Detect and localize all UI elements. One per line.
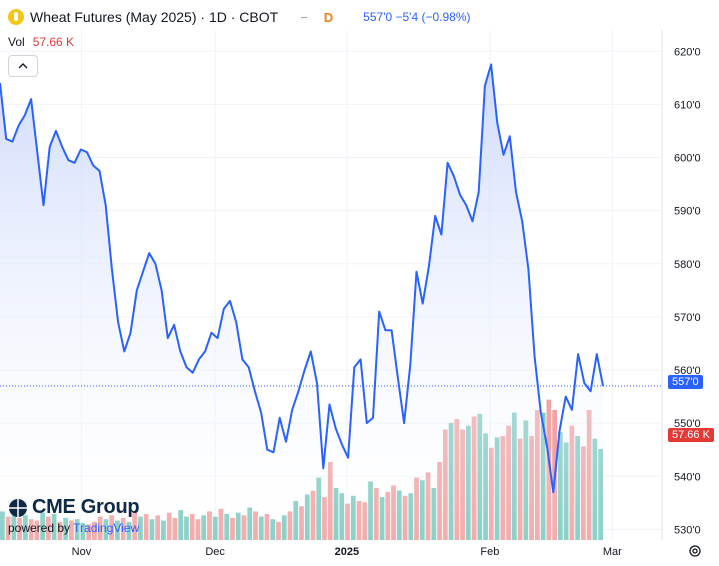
last-volume-tag: 57.66 K [668,428,714,442]
minimize-dash[interactable]: − [300,9,308,25]
x-tick-label: Nov [72,546,92,558]
y-tick-label: 550'0 [674,418,701,430]
interval-badge[interactable]: D [323,9,334,25]
chart-header: Wheat Futures (May 2025) · 1D · CBOT − D… [8,8,471,26]
x-tick-label: Mar [603,546,622,558]
price-line [0,63,604,494]
tradingview-link[interactable]: TradingView [73,521,140,535]
y-tick-label: 620'0 [674,46,701,58]
y-tick-label: 610'0 [674,99,701,111]
chart-title: Wheat Futures (May 2025) · 1D · CBOT [30,9,279,25]
wheat-symbol-icon [8,9,24,25]
x-tick-label: Feb [480,546,499,558]
chevron-up-icon [18,63,28,69]
y-tick-label: 580'0 [674,259,701,271]
collapse-legend-button[interactable] [8,55,38,77]
powered-by-label: powered by [8,521,74,535]
y-tick-label: 600'0 [674,153,701,165]
y-tick-label: 590'0 [674,206,701,218]
volume-legend: Vol 57.66 K [8,35,74,49]
price-change: 557'0 −5'4 (−0.98%) [363,10,471,24]
x-tick-label: Dec [205,546,225,558]
y-tick-label: 570'0 [674,312,701,324]
cme-logo[interactable]: CME Group powered by TradingView [8,496,140,535]
volume-value: 57.66 K [32,35,75,49]
price-area [0,64,603,540]
volume-label: Vol [8,35,25,49]
cme-globe-icon [9,498,27,517]
gear-icon[interactable] [688,544,702,563]
last-price-tag: 557'0 [668,375,703,389]
y-tick-label: 560'0 [674,365,701,377]
y-tick-label: 540'0 [674,471,701,483]
x-tick-label: 2025 [335,546,359,558]
powered-by: powered by TradingView [8,521,139,535]
cme-brand: CME Group [32,496,140,518]
y-tick-label: 530'0 [674,524,701,536]
